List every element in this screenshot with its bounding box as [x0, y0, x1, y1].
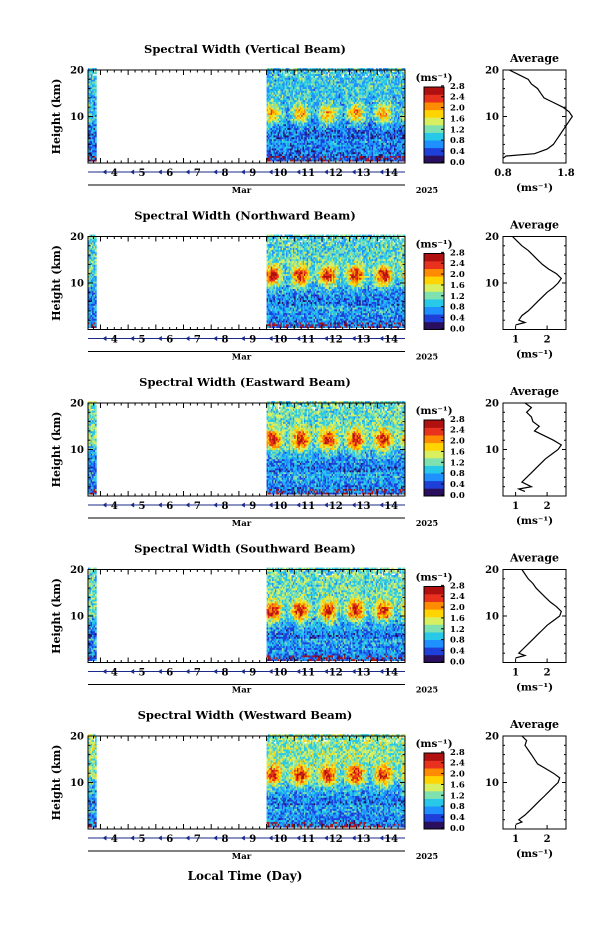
heatmap: [88, 68, 405, 161]
beam-panel-1: Spectral Width (Vertical Beam)1020Height…: [50, 42, 575, 196]
panel-title: Spectral Width (Vertical Beam): [144, 42, 346, 56]
heatmap-cell: [95, 76, 97, 78]
